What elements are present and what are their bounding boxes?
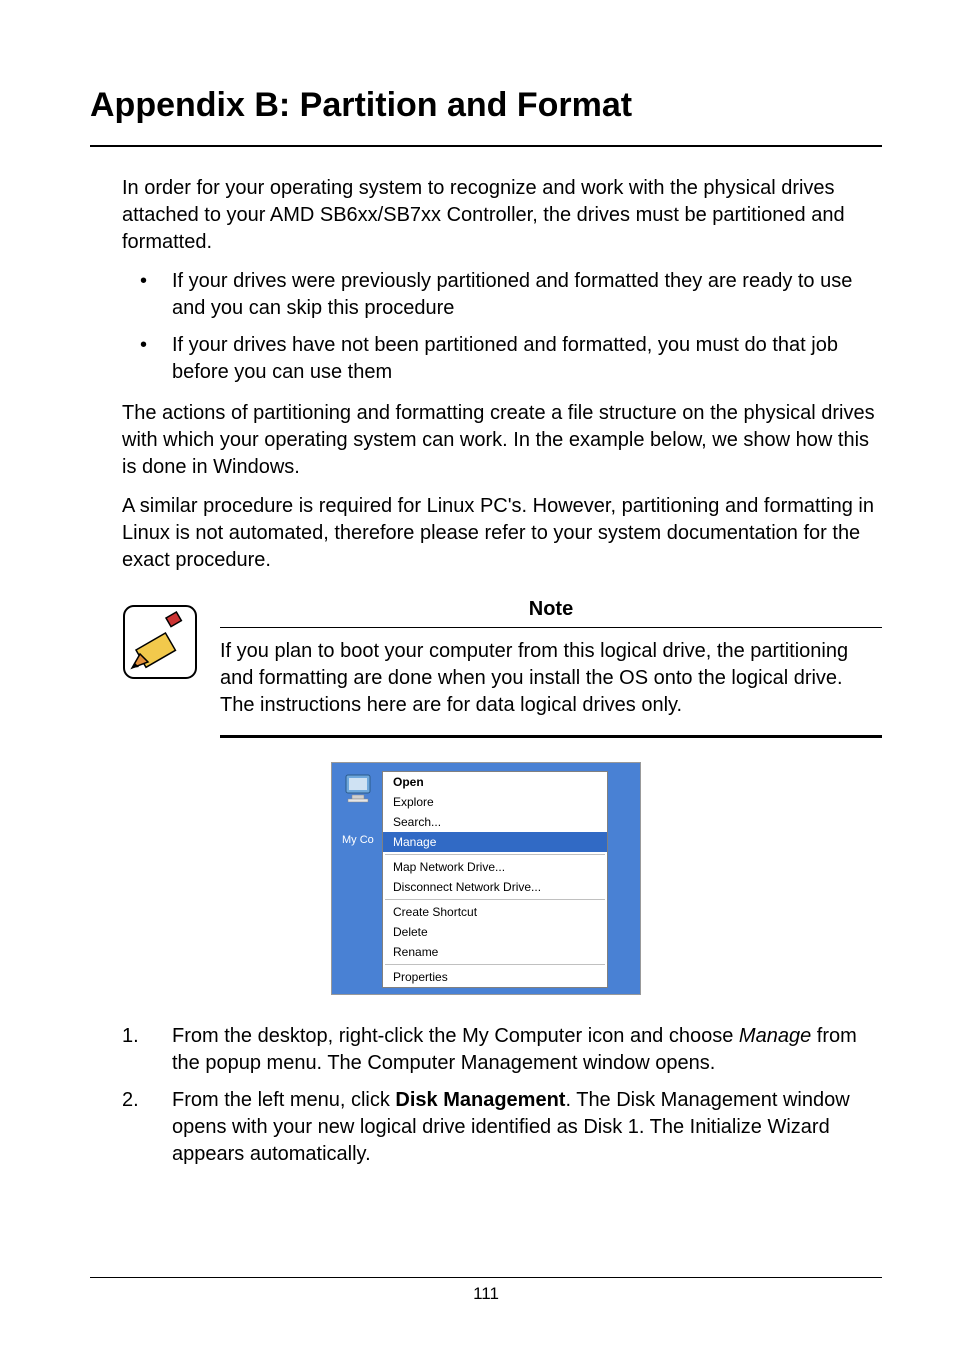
step-text: From the desktop, right-click the My Com… (172, 1025, 739, 1047)
step-number: 2. (122, 1087, 139, 1114)
paragraph-2: The actions of partitioning and formatti… (122, 400, 882, 481)
step-1: 1. From the desktop, right-click the My … (122, 1023, 882, 1077)
page-number: 111 (90, 1284, 882, 1304)
screenshot-figure: My Co Open Explore Search... Manage Map … (90, 762, 882, 995)
my-computer-icon: My Co (342, 771, 374, 846)
step-2: 2. From the left menu, click Disk Manage… (122, 1087, 882, 1168)
body-content: In order for your operating system to re… (122, 175, 882, 574)
menu-separator (385, 964, 605, 965)
bullet-item: If your drives have not been partitioned… (122, 332, 882, 386)
menu-item-properties[interactable]: Properties (383, 967, 607, 987)
step-number: 1. (122, 1023, 139, 1050)
intro-paragraph: In order for your operating system to re… (122, 175, 882, 256)
footer-rule (90, 1277, 882, 1278)
context-menu: Open Explore Search... Manage Map Networ… (382, 771, 608, 988)
bullet-item: If your drives were previously partition… (122, 268, 882, 322)
menu-item-explore[interactable]: Explore (383, 792, 607, 812)
menu-item-manage[interactable]: Manage (383, 832, 607, 852)
my-computer-label: My Co (342, 834, 374, 846)
title-divider (90, 145, 882, 147)
page-footer: 111 (90, 1277, 882, 1304)
menu-item-open[interactable]: Open (383, 772, 607, 792)
step-bold: Disk Management (395, 1089, 565, 1111)
note-heading: Note (220, 598, 882, 621)
note-icon (122, 604, 198, 680)
paragraph-3: A similar procedure is required for Linu… (122, 493, 882, 574)
menu-separator (385, 899, 605, 900)
menu-item-rename[interactable]: Rename (383, 942, 607, 962)
step-emphasis: Manage (739, 1025, 811, 1047)
menu-item-disconnect-drive[interactable]: Disconnect Network Drive... (383, 877, 607, 897)
note-content: Note If you plan to boot your computer f… (220, 598, 882, 738)
numbered-steps: 1. From the desktop, right-click the My … (122, 1023, 882, 1168)
note-bottom-rule (220, 735, 882, 738)
bullet-list: If your drives were previously partition… (122, 268, 882, 386)
note-top-rule (220, 627, 882, 628)
menu-separator (385, 854, 605, 855)
menu-item-search[interactable]: Search... (383, 812, 607, 832)
menu-item-delete[interactable]: Delete (383, 922, 607, 942)
menu-item-map-drive[interactable]: Map Network Drive... (383, 857, 607, 877)
context-menu-screenshot: My Co Open Explore Search... Manage Map … (331, 762, 641, 995)
menu-item-create-shortcut[interactable]: Create Shortcut (383, 902, 607, 922)
note-block: Note If you plan to boot your computer f… (122, 598, 882, 738)
step-text: From the left menu, click (172, 1089, 395, 1111)
page-title: Appendix B: Partition and Format (90, 86, 882, 125)
note-text: If you plan to boot your computer from t… (220, 638, 882, 719)
